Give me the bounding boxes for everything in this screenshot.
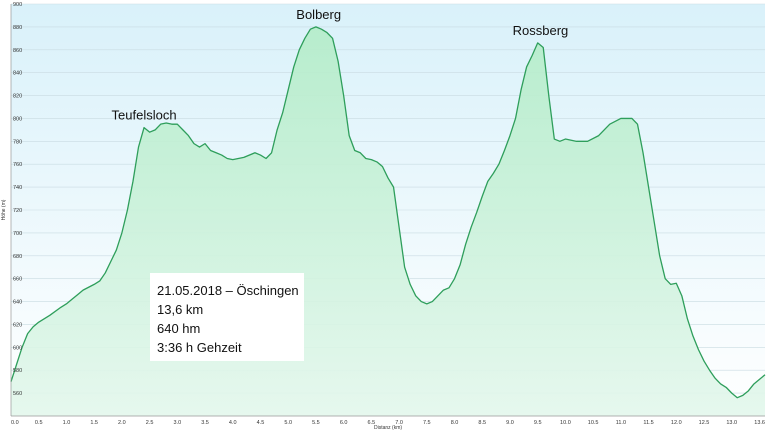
x-tick-label: 8.0 bbox=[451, 420, 459, 426]
y-tick-label: 780 bbox=[13, 139, 22, 145]
x-tick-label: 8.5 bbox=[478, 420, 486, 426]
y-tick-label: 720 bbox=[13, 208, 22, 214]
x-tick-label: 12.0 bbox=[671, 420, 682, 426]
x-tick-label: 1.0 bbox=[63, 420, 71, 426]
y-tick-label: 700 bbox=[13, 231, 22, 237]
x-tick-label: 11.0 bbox=[616, 420, 626, 426]
peak-labels: Teufelsloch Bolberg Rossberg bbox=[112, 7, 569, 123]
tour-date-location: 21.05.2018 – Öschingen bbox=[157, 283, 299, 298]
y-tick-label: 580 bbox=[13, 368, 22, 374]
y-tick-label: 620 bbox=[13, 322, 22, 328]
x-tick-label: 6.0 bbox=[340, 420, 348, 426]
tour-duration: 3:36 h Gehzeit bbox=[157, 340, 242, 355]
x-tick-label: 0.0 bbox=[11, 420, 19, 426]
tour-info-box: 21.05.2018 – Öschingen 13,6 km 640 hm 3:… bbox=[150, 273, 304, 361]
x-axis-title: Distanz (km) bbox=[374, 425, 402, 431]
y-tick-label: 860 bbox=[13, 48, 22, 54]
y-tick-label: 660 bbox=[13, 277, 22, 283]
y-tick-label: 740 bbox=[13, 185, 22, 191]
y-tick-label: 560 bbox=[13, 391, 22, 397]
x-tick-label: 11.5 bbox=[643, 420, 653, 426]
x-tick-label: 10.5 bbox=[588, 420, 599, 426]
y-tick-label: 880 bbox=[13, 25, 22, 31]
x-tick-label: 6.5 bbox=[368, 420, 376, 426]
x-tick-label: 9.0 bbox=[506, 420, 514, 426]
x-tick-label: 2.5 bbox=[146, 420, 154, 426]
y-tick-label: 800 bbox=[13, 116, 22, 122]
y-tick-label: 760 bbox=[13, 162, 22, 168]
x-tick-label: 12.5 bbox=[699, 420, 710, 426]
x-tick-label: 7.5 bbox=[423, 420, 431, 426]
y-tick-label: 680 bbox=[13, 254, 22, 260]
x-tick-label: 13.6 bbox=[754, 420, 765, 426]
y-tick-label: 900 bbox=[13, 2, 22, 8]
x-tick-label: 2.0 bbox=[118, 420, 126, 426]
x-tick-label: 13.0 bbox=[726, 420, 737, 426]
x-tick-label: 0.5 bbox=[35, 420, 43, 426]
x-tick-label: 5.5 bbox=[312, 420, 320, 426]
tick-labels: 560 580 600 620 640 660 680 700 720 740 760 780 800 8… bbox=[11, 2, 765, 426]
y-tick-label: 640 bbox=[13, 300, 22, 306]
x-tick-label: 7.0 bbox=[395, 420, 403, 426]
elevation-line bbox=[10, 26, 766, 399]
x-tick-label: 3.0 bbox=[173, 420, 181, 426]
x-tick-label: 4.5 bbox=[257, 420, 265, 426]
tour-distance: 13,6 km bbox=[157, 302, 204, 317]
y-tick-label: 600 bbox=[13, 345, 22, 351]
x-tick-label: 4.0 bbox=[229, 420, 237, 426]
x-tick-label: 9.5 bbox=[534, 420, 542, 426]
x-tick-label: 5.0 bbox=[284, 420, 292, 426]
axes bbox=[10, 4, 765, 417]
peak-label: Rossberg bbox=[513, 23, 569, 38]
peak-label: Bolberg bbox=[296, 7, 341, 22]
tour-elevation-gain: 640 hm bbox=[157, 321, 201, 336]
peak-label: Teufelsloch bbox=[112, 108, 177, 123]
y-axis-title: Höhe (m) bbox=[1, 199, 7, 220]
x-tick-label: 10.0 bbox=[560, 420, 571, 426]
y-tick-label: 820 bbox=[13, 94, 22, 100]
x-tick-label: 1.5 bbox=[90, 420, 98, 426]
y-tick-label: 840 bbox=[13, 71, 22, 77]
x-tick-label: 3.5 bbox=[201, 420, 209, 426]
